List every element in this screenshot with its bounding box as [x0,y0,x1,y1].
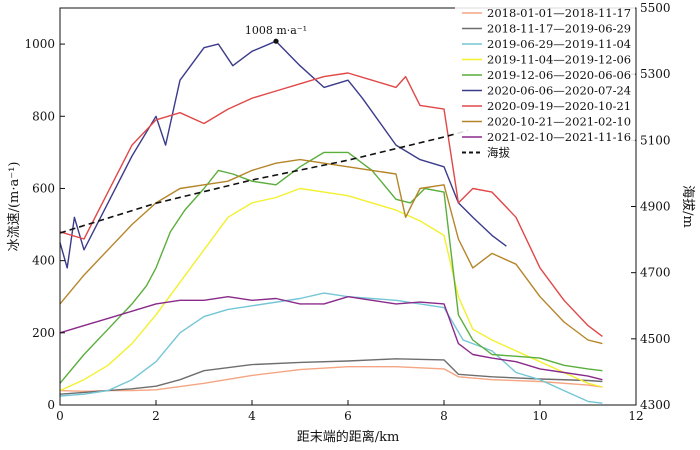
legend-entry-5: 2020-06-06—2020-07-24 [487,84,631,98]
legend-entry-1: 2018-11-17—2019-06-29 [487,22,631,36]
x-tick-label: 4 [248,409,256,423]
legend-entry-3: 2019-11-04—2019-12-06 [487,53,631,67]
y2-axis-label: 海拔/m [680,185,695,228]
series-line-0 [59,366,603,392]
x-axis-label: 距末端的距离/km [297,429,400,445]
legend-entry-9: 海拔 [487,146,510,160]
peak-marker [273,38,279,44]
y-tick-label: 800 [32,109,55,123]
legend-entry-8: 2021-02-10—2021-11-16 [487,130,631,144]
y2-tick-label: 5300 [640,67,671,81]
series-layer [59,40,603,404]
legend-entry-2: 2019-06-29—2019-11-04 [487,37,631,51]
x-tick-label: 6 [344,409,352,423]
series-line-4 [59,151,603,384]
x-tick-label: 12 [628,409,643,423]
series-line-6 [59,72,603,337]
y-tick-label: 1000 [24,37,55,51]
y-tick-label: 600 [32,181,55,195]
legend-entry-4: 2019-12-06—2020-06-06 [487,68,631,82]
legend: 2018-01-01—2018-11-17 2018-11-17—2019-06-… [455,2,635,162]
x-tick-label: 2 [152,409,160,423]
y2-tick-label: 4900 [640,200,671,214]
series-line-1 [59,358,603,395]
legend-entry-6: 2020-09-19—2020-10-21 [487,99,631,113]
series-line-7 [59,158,603,345]
series-line-9 [59,129,469,234]
legend-entry-0: 2018-01-01—2018-11-17 [487,6,631,20]
series-line-8 [59,296,603,381]
y-tick-label: 0 [47,398,55,412]
ticks-layer: 0 2 4 6 8 10 12 0 200 400 600 800 1000 4300 4500 4700 49… [24,1,670,423]
series-line-3 [59,187,603,392]
y-tick-label: 400 [32,254,55,268]
y-tick-label: 200 [32,326,55,340]
y2-tick-label: 4300 [640,398,671,412]
x-tick-label: 8 [440,409,448,423]
y2-tick-label: 5500 [640,1,671,15]
y2-tick-label: 5100 [640,133,671,147]
series-line-5 [59,40,507,269]
x-tick-label: 0 [56,409,64,423]
y2-tick-label: 4700 [640,266,671,280]
legend-entry-7: 2020-10-21—2021-02-10 [487,115,631,129]
x-tick-label: 10 [532,409,547,423]
y2-tick-label: 4500 [640,332,671,346]
series-line-2 [59,292,603,404]
legend-background [455,2,635,162]
y-axis-label: 冰流速/(m·a⁻¹) [7,162,22,252]
peak-annotation: 1008 m·a⁻¹ [245,24,307,37]
annotation-layer: 1008 m·a⁻¹ [245,24,307,44]
